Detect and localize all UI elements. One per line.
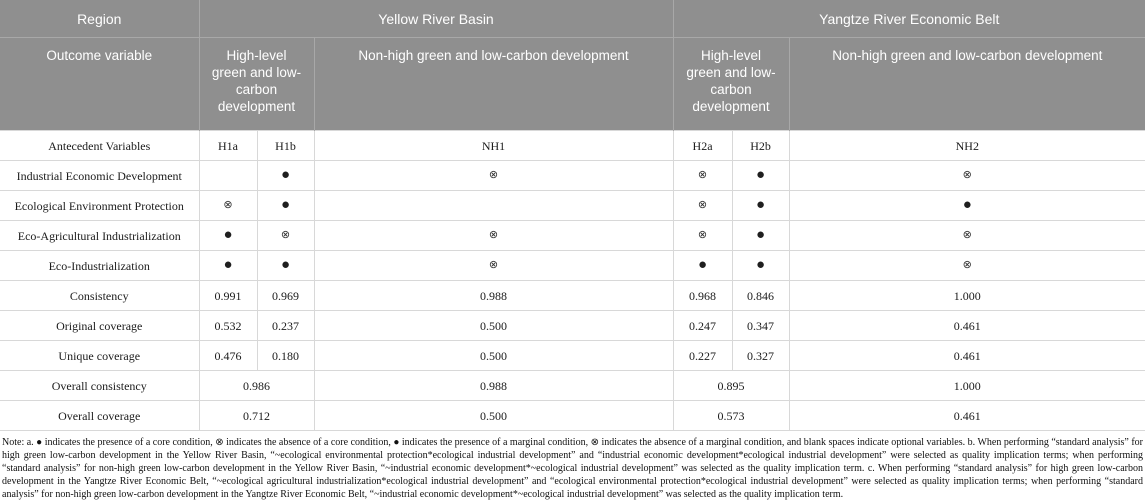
symbol-cell: ⊗ bbox=[672, 220, 733, 251]
symbol-cell: ● bbox=[256, 160, 314, 191]
symbol-cell: ⊗ bbox=[672, 160, 733, 191]
symbol-cell: ● bbox=[731, 190, 790, 221]
table-footnote: Note: a. ● indicates the presence of a c… bbox=[2, 437, 1143, 501]
symbol-cell: ⊗ bbox=[788, 220, 1145, 251]
symbol-cell: ● bbox=[198, 250, 257, 281]
value-cell: 0.461 bbox=[788, 340, 1145, 371]
table-row-ecological-environment-protection: Ecological Environment Protection ⊗ ● ⊗ … bbox=[0, 190, 1145, 221]
region-header: Region bbox=[0, 0, 199, 38]
table-row-eco-agricultural-industrialization: Eco-Agricultural Industrialization ● ⊗ ⊗… bbox=[0, 220, 1145, 251]
outcome-variable-header: Outcome variable bbox=[0, 37, 199, 131]
col-header-non-high-yrb: Non-high green and low-carbon developmen… bbox=[313, 37, 674, 131]
symbol-cell: ● bbox=[672, 250, 733, 281]
config-cell-h1b: H1b bbox=[256, 130, 314, 161]
value-cell: 0.969 bbox=[256, 280, 314, 311]
table-row-original-coverage: Original coverage 0.532 0.237 0.500 0.24… bbox=[0, 310, 1145, 341]
symbol-cell bbox=[313, 190, 674, 221]
symbol-cell: ⊗ bbox=[313, 160, 674, 191]
symbol-cell: ⊗ bbox=[672, 190, 733, 221]
symbol-cell: ⊗ bbox=[788, 250, 1145, 281]
value-cell: 0.988 bbox=[313, 370, 674, 401]
row-label: Original coverage bbox=[0, 310, 199, 341]
group-header-yangtze-river-belt: Yangtze River Economic Belt bbox=[672, 0, 1145, 38]
col-header-high-level-yrb: High-level green and low-carbon developm… bbox=[198, 37, 314, 131]
value-cell: 0.180 bbox=[256, 340, 314, 371]
value-cell: 0.461 bbox=[788, 400, 1145, 431]
symbol-cell: ⊗ bbox=[256, 220, 314, 251]
symbol-cell: ● bbox=[198, 220, 257, 251]
value-cell: 1.000 bbox=[788, 280, 1145, 311]
row-label: Eco-Agricultural Industrialization bbox=[0, 220, 199, 251]
config-cell-h2a: H2a bbox=[672, 130, 733, 161]
row-label: Unique coverage bbox=[0, 340, 199, 371]
value-cell: 0.461 bbox=[788, 310, 1145, 341]
symbol-cell: ⊗ bbox=[313, 220, 674, 251]
value-cell: 0.846 bbox=[731, 280, 790, 311]
row-label: Antecedent Variables bbox=[0, 130, 199, 161]
value-cell: 0.712 bbox=[198, 400, 314, 431]
value-cell: 0.895 bbox=[672, 370, 790, 401]
value-cell: 0.347 bbox=[731, 310, 790, 341]
value-cell: 0.500 bbox=[313, 340, 674, 371]
table-row-overall-consistency: Overall consistency 0.986 0.988 0.895 1.… bbox=[0, 370, 1145, 401]
table-row-industrial-economic-development: Industrial Economic Development ● ⊗ ⊗ ● … bbox=[0, 160, 1145, 191]
value-cell: 1.000 bbox=[788, 370, 1145, 401]
row-label: Consistency bbox=[0, 280, 199, 311]
symbol-cell: ⊗ bbox=[198, 190, 257, 221]
row-label: Ecological Environment Protection bbox=[0, 190, 199, 221]
header-row-outcome: Outcome variable High-level green and lo… bbox=[0, 37, 1145, 131]
table-row-unique-coverage: Unique coverage 0.476 0.180 0.500 0.227 … bbox=[0, 340, 1145, 371]
value-cell: 0.532 bbox=[198, 310, 257, 341]
symbol-cell bbox=[198, 160, 257, 191]
symbol-cell: ● bbox=[256, 250, 314, 281]
col-header-high-level-yreb: High-level green and low-carbon developm… bbox=[672, 37, 790, 131]
table-row-consistency: Consistency 0.991 0.969 0.988 0.968 0.84… bbox=[0, 280, 1145, 311]
symbol-cell: ⊗ bbox=[313, 250, 674, 281]
symbol-cell: ● bbox=[731, 220, 790, 251]
config-cell-h1a: H1a bbox=[198, 130, 257, 161]
value-cell: 0.237 bbox=[256, 310, 314, 341]
table-row-overall-coverage: Overall coverage 0.712 0.500 0.573 0.461 bbox=[0, 400, 1145, 431]
config-cell-nh1: NH1 bbox=[313, 130, 674, 161]
symbol-cell: ● bbox=[256, 190, 314, 221]
value-cell: 0.500 bbox=[313, 310, 674, 341]
row-label: Overall coverage bbox=[0, 400, 199, 431]
symbol-cell: ● bbox=[788, 190, 1145, 221]
symbol-cell: ● bbox=[731, 250, 790, 281]
value-cell: 0.988 bbox=[313, 280, 674, 311]
row-label: Eco-Industrialization bbox=[0, 250, 199, 281]
value-cell: 0.573 bbox=[672, 400, 790, 431]
value-cell: 0.991 bbox=[198, 280, 257, 311]
header-row-region: Region Yellow River Basin Yangtze River … bbox=[0, 0, 1145, 38]
row-label: Industrial Economic Development bbox=[0, 160, 199, 191]
value-cell: 0.968 bbox=[672, 280, 733, 311]
qca-results-table: Region Yellow River Basin Yangtze River … bbox=[0, 0, 1145, 431]
group-header-yellow-river-basin: Yellow River Basin bbox=[198, 0, 674, 38]
symbol-cell: ⊗ bbox=[788, 160, 1145, 191]
value-cell: 0.986 bbox=[198, 370, 314, 401]
table-row-antecedent-variables: Antecedent Variables H1a H1b NH1 H2a H2b… bbox=[0, 130, 1145, 161]
value-cell: 0.327 bbox=[731, 340, 790, 371]
config-cell-nh2: NH2 bbox=[788, 130, 1145, 161]
value-cell: 0.476 bbox=[198, 340, 257, 371]
col-header-non-high-yreb: Non-high green and low-carbon developmen… bbox=[788, 37, 1145, 131]
config-cell-h2b: H2b bbox=[731, 130, 790, 161]
value-cell: 0.247 bbox=[672, 310, 733, 341]
value-cell: 0.227 bbox=[672, 340, 733, 371]
table-row-eco-industrialization: Eco-Industrialization ● ● ⊗ ● ● ⊗ bbox=[0, 250, 1145, 281]
symbol-cell: ● bbox=[731, 160, 790, 191]
row-label: Overall consistency bbox=[0, 370, 199, 401]
value-cell: 0.500 bbox=[313, 400, 674, 431]
